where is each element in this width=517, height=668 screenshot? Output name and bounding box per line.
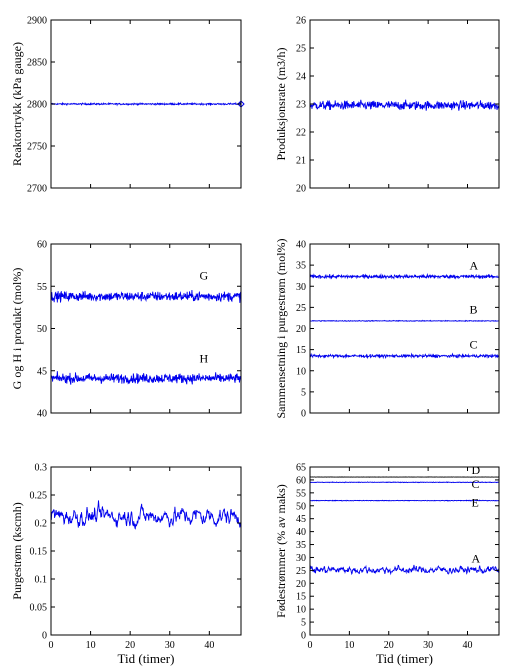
y-tick-label: 50 — [296, 501, 306, 512]
y-tick-label: 2750 — [27, 142, 47, 153]
chart-panel-4: A B C 0 5 10 15 20 25 30 35 40 Sammensetning i purge… — [274, 238, 500, 420]
y-tick-label: 15 — [296, 345, 306, 356]
y-tick-label: 0 — [42, 631, 47, 642]
y-tick-label: 45 — [296, 514, 306, 525]
y-tick-label: 0.2 — [35, 519, 48, 530]
x-tick-label: 20 — [125, 640, 135, 651]
y-axis-label: Sammensetning i purgestrøm (mol%) — [274, 238, 288, 418]
y-tick-label: 0.25 — [30, 491, 48, 502]
x-tick-label: 0 — [49, 640, 54, 651]
y-tick-label: 45 — [37, 366, 47, 377]
series-line — [50, 101, 242, 107]
x-tick-label: 0 — [308, 640, 313, 651]
y-tick-label: 30 — [296, 553, 306, 564]
x-tick-label: 20 — [384, 640, 394, 651]
y-tick-label: 23 — [296, 100, 306, 111]
x-axis-label: Tid (timer) — [118, 651, 175, 666]
y-axis-label: Fødestrømmer (% av maks) — [274, 484, 288, 618]
y-tick-label: 0.3 — [35, 463, 48, 474]
series-end-marker — [237, 100, 245, 108]
y-axis-label: Produksjonsrate (m3/h) — [274, 48, 288, 161]
x-tick-label: 30 — [423, 640, 433, 651]
series-label-e: E — [471, 495, 478, 509]
series-label-c: C — [471, 477, 479, 491]
x-tick-label: 30 — [165, 640, 175, 651]
axes-frame — [50, 466, 242, 636]
y-tick-label: 35 — [296, 261, 306, 272]
y-tick-label: 55 — [37, 282, 47, 293]
series-line-a — [309, 272, 500, 280]
y-tick-label: 60 — [296, 475, 306, 486]
series-line-g — [50, 290, 242, 303]
y-tick-label: 2850 — [27, 58, 47, 69]
y-tick-label: 55 — [296, 488, 306, 499]
y-tick-label: 25 — [296, 303, 306, 314]
y-tick-label: 20 — [296, 324, 306, 335]
x-tick-label: 10 — [344, 640, 354, 651]
y-tick-label: 2800 — [27, 100, 47, 111]
y-tick-label: 2700 — [27, 184, 47, 195]
series-label-g: G — [199, 268, 208, 282]
y-tick-label: 10 — [296, 605, 306, 616]
chart-panel-3: G H 40 45 50 55 60 G og H i produkt (mol%) — [10, 240, 242, 420]
series-line — [50, 500, 242, 530]
x-tick-label: 40 — [463, 640, 473, 651]
series-line-c — [309, 481, 500, 484]
y-tick-label: 21 — [296, 156, 306, 167]
series-line-e — [309, 499, 500, 502]
y-tick-label: 22 — [296, 128, 306, 139]
series-label-a: A — [471, 551, 480, 565]
y-tick-label: 15 — [296, 592, 306, 603]
y-axis-label: Purgestrøm (kscmh) — [10, 502, 24, 599]
y-tick-label: 24 — [296, 72, 306, 83]
y-tick-label: 0 — [301, 631, 306, 642]
y-tick-label: 26 — [296, 16, 306, 27]
series-label-a: A — [469, 258, 478, 272]
y-tick-label: 0.05 — [30, 603, 48, 614]
y-tick-label: 0.15 — [30, 547, 48, 558]
y-tick-label: 40 — [296, 240, 306, 251]
series-line-a — [309, 564, 500, 576]
chart-panel-1: 2700 2750 2800 2850 2900 Reaktortrykk (kPa ga… — [10, 16, 245, 195]
series-line-h — [50, 371, 242, 385]
y-tick-label: 60 — [37, 240, 47, 251]
chart-panel-2: 20 21 22 23 24 25 26 Produksjonsrate (m3/h) — [274, 16, 500, 195]
y-tick-label: 10 — [296, 366, 306, 377]
y-tick-label: 35 — [296, 540, 306, 551]
x-axis-label: Tid (timer) — [376, 651, 433, 666]
y-tick-label: 30 — [296, 282, 306, 293]
y-tick-label: 40 — [296, 527, 306, 538]
y-tick-label: 0 — [301, 409, 306, 420]
y-tick-label: 25 — [296, 44, 306, 55]
y-axis-label: G og H i produkt (mol%) — [10, 268, 24, 390]
series-label-h: H — [199, 351, 208, 365]
y-tick-label: 40 — [37, 409, 47, 420]
series-line-b — [309, 319, 500, 323]
series-line — [309, 99, 500, 111]
y-tick-label: 2900 — [27, 16, 47, 27]
y-tick-label: 5 — [301, 387, 306, 398]
chart-panel-5: 0 0.05 0.1 0.15 0.2 0.25 0.3 0 10 20 30 40 Purgestrø… — [10, 463, 242, 666]
x-tick-label: 40 — [204, 640, 214, 651]
y-tick-label: 65 — [296, 463, 306, 474]
series-label-b: B — [469, 303, 477, 317]
series-label-c: C — [469, 337, 477, 351]
y-tick-label: 20 — [296, 184, 306, 195]
x-tick-label: 10 — [86, 640, 96, 651]
y-tick-label: 25 — [296, 566, 306, 577]
y-tick-label: 5 — [301, 618, 306, 629]
y-axis-label: Reaktortrykk (kPa gauge) — [10, 42, 24, 166]
axes-frame — [50, 243, 242, 414]
series-line-c — [309, 352, 500, 360]
axes-frame — [309, 466, 500, 636]
y-tick-label: 0.1 — [35, 575, 48, 586]
series-label-d: D — [471, 463, 480, 477]
y-tick-label: 20 — [296, 579, 306, 590]
y-tick-label: 50 — [37, 324, 47, 335]
